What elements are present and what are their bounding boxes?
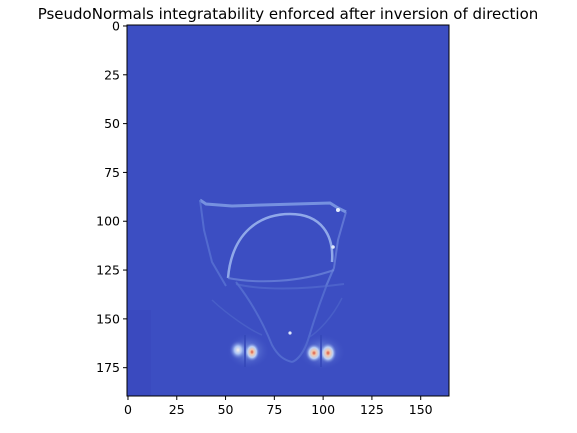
y-tick-label: 150: [96, 311, 120, 326]
x-tick-label: 75: [266, 402, 282, 417]
dome-arc: [226, 212, 334, 279]
y-tick-label: 25: [104, 67, 120, 82]
dot-upper-right: [336, 208, 340, 212]
y-tick-label: 75: [104, 165, 120, 180]
upper-outline-left: [199, 199, 227, 287]
plot-area: [127, 25, 449, 396]
lower-v-left: [211, 299, 263, 336]
left-shadow-band: [127, 310, 151, 396]
x-tick-label: 0: [124, 402, 132, 417]
plot-frame: [126, 24, 450, 397]
x-tick-label: 125: [360, 402, 384, 417]
x-axis-ticks: 0 25 50 75 100 125 150: [124, 396, 433, 417]
lower-band: [235, 283, 345, 290]
dome-base: [227, 269, 335, 283]
y-tick-label: 0: [112, 18, 120, 33]
y-tick-label: 175: [96, 360, 120, 375]
lower-contour-left: [235, 281, 293, 363]
spot-right-b: [319, 342, 337, 364]
spot-right-a: [305, 343, 323, 363]
x-tick-label: 25: [169, 402, 185, 417]
x-tick-label: 50: [218, 402, 234, 417]
spot-left-b: [244, 342, 260, 362]
y-tick-label: 125: [96, 263, 120, 278]
y-tick-label: 100: [96, 214, 120, 229]
dot-mid-right: [331, 245, 335, 249]
x-tick-label: 100: [311, 402, 335, 417]
spot-left-a: [229, 340, 247, 360]
y-axis-ticks: 0 25 50 75 100 125 150 175: [96, 18, 127, 375]
upper-outline: [199, 198, 347, 214]
dot-lower-center: [288, 331, 292, 335]
dark-streak-left: [244, 335, 246, 367]
chart-title: PseudoNormals integratability enforced a…: [38, 5, 539, 23]
x-tick-label: 150: [409, 402, 433, 417]
dark-streak-right: [320, 335, 322, 367]
heatmap-background: [127, 25, 449, 396]
y-tick-label: 50: [104, 116, 120, 131]
